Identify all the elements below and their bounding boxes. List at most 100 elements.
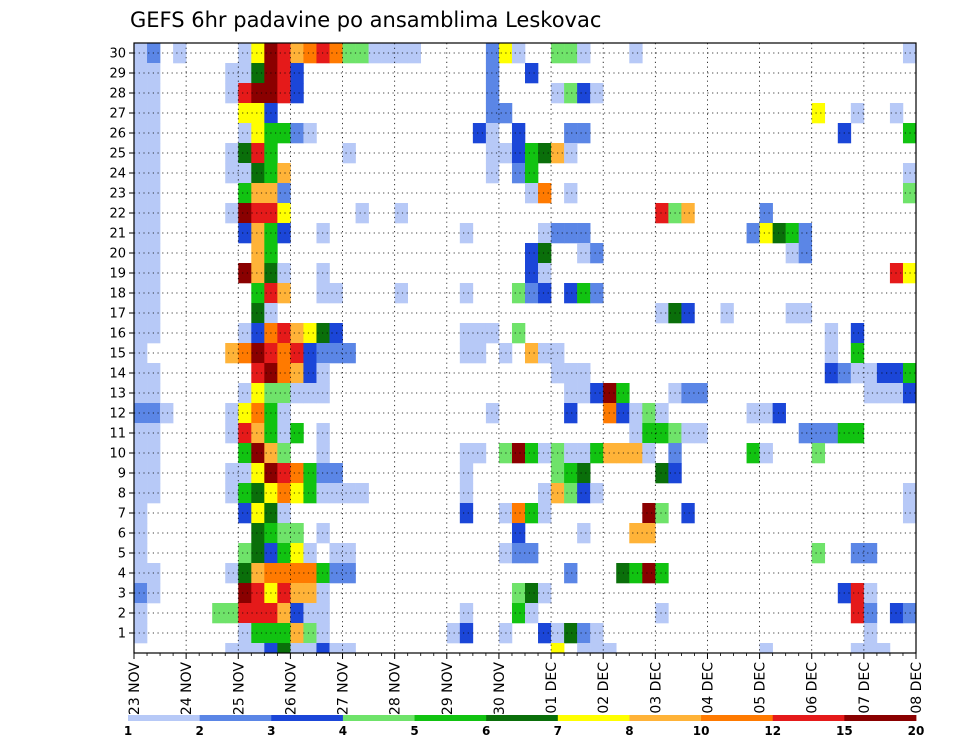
heatmap-cell-m3-c9 bbox=[251, 583, 265, 604]
heatmap-cell-m26-c11 bbox=[277, 123, 291, 144]
heatmap-cell-m9-c33 bbox=[564, 463, 578, 484]
y-axis: 1234567891011121314151617181920212223242… bbox=[109, 47, 134, 642]
heatmap-cell-m1-c31 bbox=[538, 623, 552, 644]
y-tick-label: 22 bbox=[109, 207, 126, 222]
heatmap-cell-m9-c8 bbox=[238, 463, 252, 484]
heatmap-cell-m30-c3 bbox=[173, 43, 187, 64]
y-tick-label: 1 bbox=[118, 627, 126, 642]
heatmap-cell-m3-c8 bbox=[238, 583, 252, 604]
heatmap-cell-m18-c11 bbox=[277, 283, 291, 304]
heatmap-cell-m16-c8 bbox=[238, 323, 252, 344]
heatmap-cell-m24-c27 bbox=[485, 163, 500, 184]
heatmap-cell-m7-c39 bbox=[642, 503, 656, 524]
heatmap-cell-m29-c27 bbox=[485, 63, 500, 84]
x-tick-label: 07 DEC bbox=[857, 662, 873, 714]
heatmap-cell-m4-c7 bbox=[225, 563, 239, 584]
x-tick-label: 23 NOV bbox=[127, 662, 143, 716]
heatmap-cell-m20-c34 bbox=[577, 243, 591, 264]
heatmap-cell-m0-c7 bbox=[225, 643, 239, 654]
y-tick-label: 12 bbox=[109, 407, 126, 422]
heatmap-cell-m7-c11 bbox=[277, 503, 291, 524]
x-tick-label: 24 NOV bbox=[179, 662, 195, 716]
heatmap-cell-m14-c12 bbox=[290, 363, 304, 384]
heatmap-cell-m25-c9 bbox=[251, 143, 265, 164]
heatmap-cell-m23-c11 bbox=[277, 183, 291, 204]
heatmap-cell-m13-c9 bbox=[251, 383, 265, 404]
heatmap-cell-m5-c16 bbox=[342, 543, 356, 564]
heatmap-cell-m2-c11 bbox=[277, 603, 291, 624]
heatmap-cell-m15-c55 bbox=[850, 343, 865, 364]
heatmap-cell-m26-c9 bbox=[251, 123, 265, 144]
heatmap-cell-m4-c11 bbox=[277, 563, 291, 584]
heatmap-cell-m8-c0 bbox=[134, 483, 148, 504]
heatmap-cell-m22-c11 bbox=[277, 203, 291, 224]
heatmap-cell-m2-c55 bbox=[850, 603, 865, 624]
heatmap-cell-m16-c26 bbox=[472, 323, 487, 344]
colorbar-swatch bbox=[701, 715, 774, 721]
heatmap-cell-m30-c12 bbox=[290, 43, 304, 64]
heatmap-cell-m9-c7 bbox=[225, 463, 239, 484]
heatmap-cell-m30-c21 bbox=[407, 43, 422, 64]
x-tick-label: 30 NOV bbox=[492, 662, 508, 716]
heatmap-cell-m10-c0 bbox=[134, 443, 148, 464]
heatmap-cell-m12-c11 bbox=[277, 403, 291, 424]
heatmap-cell-m5-c11 bbox=[277, 543, 291, 564]
heatmap-cell-m2-c13 bbox=[303, 603, 317, 624]
heatmap-cell-m6-c38 bbox=[629, 523, 643, 544]
heatmap-cell-m14-c9 bbox=[251, 363, 265, 384]
heatmap-cell-m7-c40 bbox=[655, 503, 669, 524]
heatmap-cell-m30-c16 bbox=[342, 43, 356, 64]
heatmap-cell-m19-c9 bbox=[251, 263, 265, 284]
x-tick-label: 01 DEC bbox=[544, 662, 560, 714]
heatmap-cell-m6-c0 bbox=[134, 523, 148, 544]
y-tick-label: 25 bbox=[109, 147, 126, 162]
heatmap-cell-m12-c0 bbox=[134, 403, 148, 424]
heatmap-cell-m10-c31 bbox=[538, 443, 552, 464]
heatmap-cell-m25-c30 bbox=[525, 143, 539, 164]
heatmap-cell-m3-c0 bbox=[134, 583, 148, 604]
heatmap-cell-m0-c16 bbox=[342, 643, 356, 654]
heatmap-cell-m25-c8 bbox=[238, 143, 252, 164]
heatmap-cell-m24-c0 bbox=[134, 163, 148, 184]
heatmap-cell-m24-c7 bbox=[225, 163, 239, 184]
heatmap-cell-m1-c34 bbox=[577, 623, 591, 644]
heatmap-cell-m8-c11 bbox=[277, 483, 291, 504]
heatmap-cell-m22-c9 bbox=[251, 203, 265, 224]
heatmap-cell-m30-c9 bbox=[251, 43, 265, 64]
heatmap-cell-m7-c25 bbox=[459, 503, 474, 524]
heatmap-cell-m10-c29 bbox=[511, 443, 526, 464]
heatmap-cell-m2-c29 bbox=[511, 603, 526, 624]
heatmap-cell-m5-c12 bbox=[290, 543, 304, 564]
heatmap-cell-m12-c2 bbox=[160, 403, 174, 424]
colorbar-tick-label: 20 bbox=[908, 724, 925, 738]
heatmap-cell-m10-c9 bbox=[251, 443, 265, 464]
heatmap-cell-m18-c20 bbox=[394, 283, 408, 304]
heatmap-cell-m11-c53 bbox=[824, 423, 839, 444]
heatmap-cell-m17-c40 bbox=[655, 303, 669, 324]
heatmap-cell-m11-c43 bbox=[694, 423, 708, 444]
heatmap-cell-m8-c8 bbox=[238, 483, 252, 504]
y-tick-label: 29 bbox=[109, 67, 126, 82]
heatmap-cell-m28-c11 bbox=[277, 83, 291, 104]
heatmap-cell-m11-c12 bbox=[290, 423, 304, 444]
x-tick-label: 25 NOV bbox=[231, 662, 247, 716]
heatmap-cell-m0-c11 bbox=[277, 643, 291, 654]
heatmap-cell-m19-c11 bbox=[277, 263, 291, 284]
heatmap-cell-m8-c33 bbox=[564, 483, 578, 504]
heatmap-cell-m12-c9 bbox=[251, 403, 265, 424]
heatmap-cell-m14-c11 bbox=[277, 363, 291, 384]
colorbar-tick-label: 4 bbox=[339, 724, 347, 738]
heatmap-cell-m14-c13 bbox=[303, 363, 317, 384]
heatmap-cell-m30-c38 bbox=[629, 43, 643, 64]
heatmap-cell-m25-c29 bbox=[511, 143, 526, 164]
heatmap-cell-m2-c56 bbox=[863, 603, 878, 624]
heatmap-cell-m9-c13 bbox=[303, 463, 317, 484]
heatmap-cell-m10-c38 bbox=[629, 443, 643, 464]
y-tick-label: 8 bbox=[118, 487, 126, 502]
heatmap-cell-m30-c20 bbox=[394, 43, 408, 64]
heatmap-cell-m10-c35 bbox=[590, 443, 604, 464]
heatmap-cell-m19-c31 bbox=[538, 263, 552, 284]
heatmap-cell-m0-c32 bbox=[551, 643, 565, 654]
heatmap-cell-m12-c48 bbox=[759, 403, 773, 424]
y-tick-label: 13 bbox=[109, 387, 126, 402]
